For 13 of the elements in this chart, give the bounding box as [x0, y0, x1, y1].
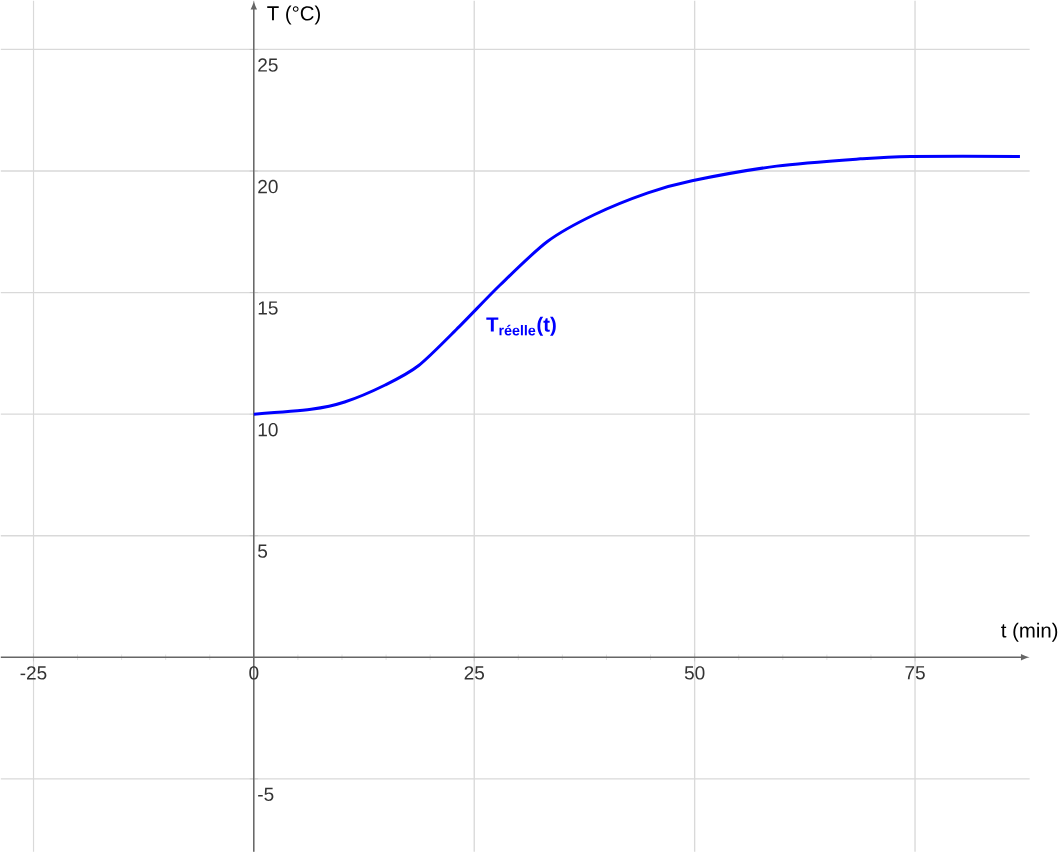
y-tick-label: 15	[258, 301, 278, 315]
y-tick-label: 10	[258, 423, 278, 437]
y-tick-label: 25	[258, 58, 278, 72]
y-axis-title: T (°C)	[267, 5, 320, 25]
y-tick-label: 20	[258, 180, 278, 194]
x-axis-title: t (min)	[1001, 622, 1058, 642]
y-tick-label: 5	[258, 544, 268, 559]
x-tick-label: 50	[684, 666, 705, 680]
x-tick-label: -25	[20, 666, 47, 680]
x-tick-label: 25	[464, 666, 485, 680]
series-label: T$_{réelle}$(t)	[486, 317, 556, 336]
y-tick-label: -5	[258, 787, 274, 802]
x-tick-label: 75	[905, 666, 925, 680]
